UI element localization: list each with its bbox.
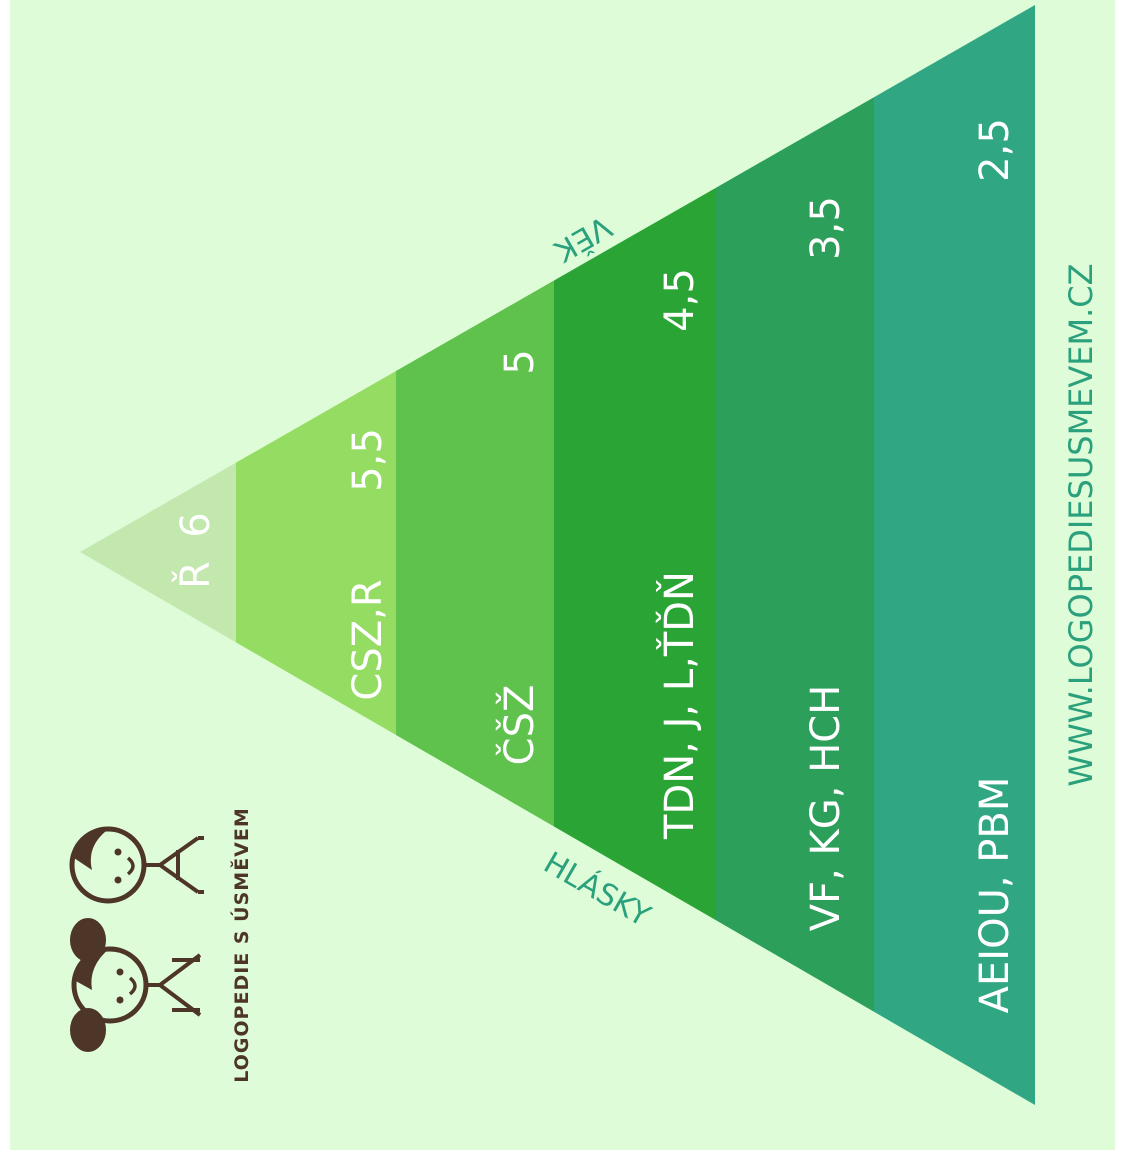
- pyramid-band-5: [716, 97, 874, 1012]
- band-sounds-label: VF, KG, HCH: [803, 685, 849, 932]
- logo-wordmark: LOGOPEDIE S ÚSMĚVEM: [229, 807, 253, 1083]
- band-sounds-label: TDN, J, L,ŤĎŇ: [655, 571, 703, 840]
- logo-icon: [69, 826, 204, 1052]
- band-age-label: 6: [173, 512, 219, 537]
- band-age-label: 5: [497, 349, 543, 374]
- band-age-label: 3,5: [803, 196, 849, 260]
- band-sounds-label: CSZ,R: [345, 579, 391, 700]
- pyramid-band-4: [554, 187, 716, 921]
- band-sounds-label: ČŠŽ: [495, 685, 543, 766]
- band-age-label: 5,5: [345, 428, 391, 492]
- pyramid: [80, 5, 1035, 1105]
- pyramid-band-3: [396, 280, 554, 827]
- band-age-label: 4,5: [657, 268, 703, 332]
- website-url: WWW.LOGOPEDIESUSMEVEM.CZ: [1062, 263, 1100, 786]
- band-sounds-label: AEIOU, PBM: [972, 777, 1018, 1014]
- pyramid-band-6: [874, 5, 1035, 1105]
- pyramid-band-2: [236, 371, 396, 735]
- band-sounds-label: Ř: [171, 561, 219, 589]
- pyramid-labels: Ř 6 CSZ,R 5,5 ČŠŽ 5 TDN, J, L,ŤĎŇ 4,5 VF, KG, HC…: [171, 118, 1018, 1013]
- pyramid-band-1: [80, 462, 236, 643]
- logo: LOGOPEDIE S ÚSMĚVEM: [69, 807, 253, 1083]
- band-age-label: 2,5: [972, 118, 1018, 182]
